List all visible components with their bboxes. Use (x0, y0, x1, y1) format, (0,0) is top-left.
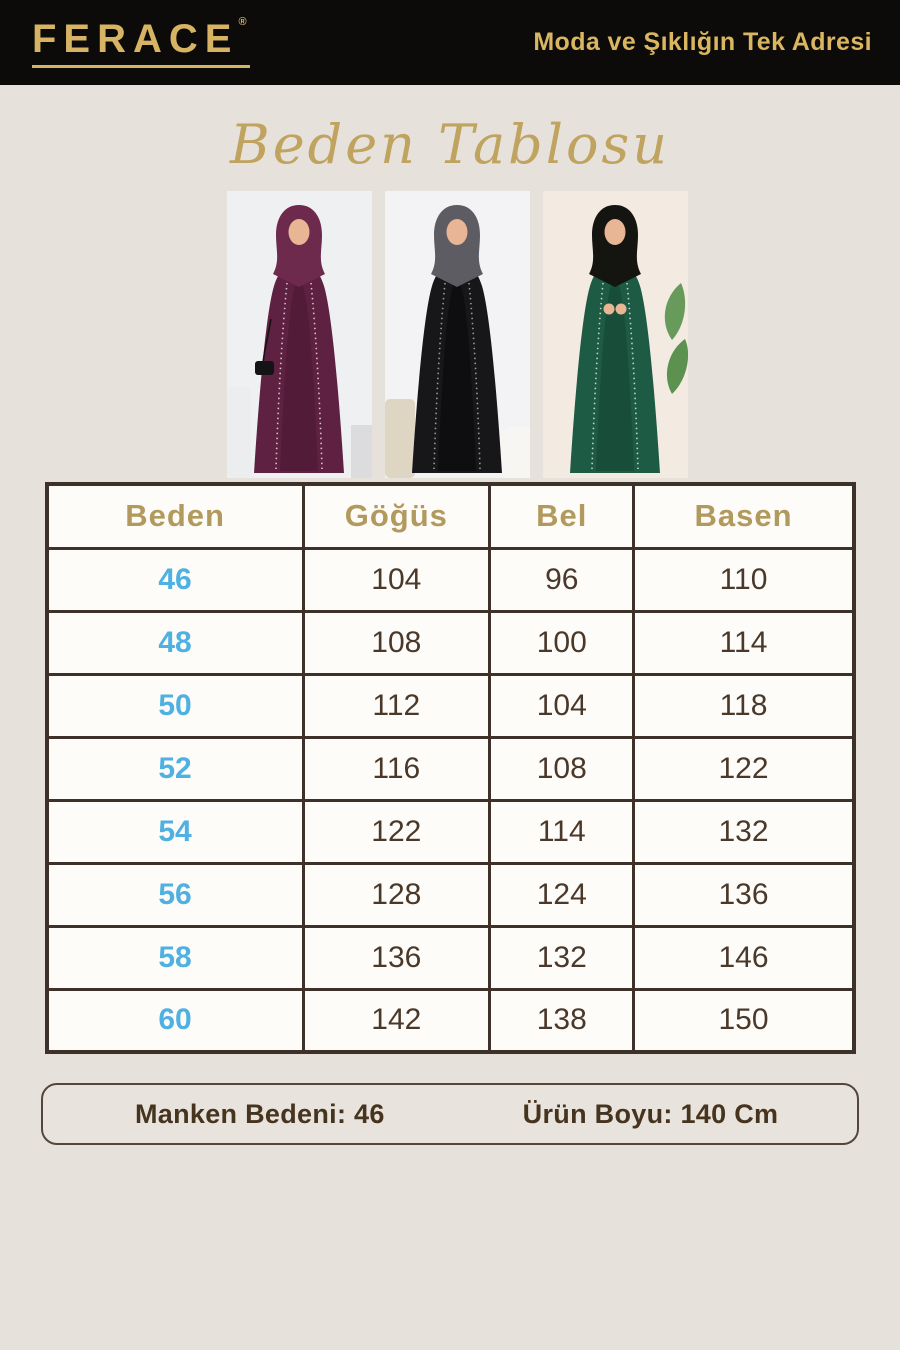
waist-value: 100 (488, 609, 636, 676)
chest-value: 108 (301, 609, 492, 676)
table-header-row: Beden Göğüs Bel Basen (45, 482, 855, 550)
hip-value: 132 (632, 798, 855, 865)
chest-value: 104 (301, 546, 492, 613)
waist-value: 96 (488, 546, 636, 613)
dress-center-panel (437, 279, 476, 471)
face (446, 219, 467, 245)
footer-info-bar: Manken Bedeni: 46 Ürün Boyu: 140 Cm (41, 1083, 859, 1145)
chest-value: 142 (301, 987, 492, 1054)
table-row: 48 108 100 114 (45, 609, 855, 676)
chest-value: 116 (301, 735, 492, 802)
hip-value: 146 (632, 924, 855, 991)
size-value: 48 (45, 609, 305, 676)
hand-left (603, 303, 614, 315)
chest-value: 122 (301, 798, 492, 865)
waist-value: 104 (488, 672, 636, 739)
product-length-text: Ürün Boyu: 140 Cm (522, 1098, 779, 1129)
size-value: 58 (45, 924, 305, 991)
brand-logo: FERACE® (32, 17, 250, 68)
page-title: Beden Tablosu (230, 113, 670, 176)
table-row: 58 136 132 146 (45, 924, 855, 991)
product-photo-black (384, 191, 530, 478)
waist-value: 108 (488, 735, 636, 802)
hip-value: 114 (632, 609, 855, 676)
size-value: 50 (45, 672, 305, 739)
handbag-strap (261, 318, 272, 364)
product-photos (7, 191, 900, 478)
plant-leaf-upper (664, 283, 685, 340)
hijab (272, 205, 325, 287)
handbag (254, 361, 274, 375)
product-photo-plum (226, 191, 372, 478)
brand-logo-text: FERACE (32, 17, 239, 61)
table-row: 56 128 124 136 (45, 861, 855, 928)
column-header-bel: Bel (488, 482, 636, 550)
table-row: 46 104 96 110 (45, 546, 855, 613)
hijab (588, 205, 641, 287)
chest-value: 112 (301, 672, 492, 739)
column-header-gogus: Göğüs (301, 482, 492, 550)
plant-leaf-lower (666, 339, 688, 394)
chair-prop (384, 399, 415, 478)
size-table: Beden Göğüs Bel Basen 46 104 96 110 48 1… (44, 482, 856, 1054)
waist-value: 114 (488, 798, 636, 865)
chest-value: 136 (301, 924, 492, 991)
dress-center-panel (595, 279, 634, 471)
brand-header: FERACE® Moda ve Şıklığın Tek Adresi (0, 0, 900, 85)
waist-value: 138 (488, 987, 636, 1054)
table-row: 54 122 114 132 (45, 798, 855, 865)
size-value: 54 (45, 798, 305, 865)
size-value: 52 (45, 735, 305, 802)
hand-right (615, 303, 626, 315)
waist-value: 124 (488, 861, 636, 928)
table-row: 50 112 104 118 (45, 672, 855, 739)
green-ferace-illustration (542, 191, 688, 478)
hip-value: 136 (632, 861, 855, 928)
registered-mark: ® (238, 16, 247, 28)
sofa-prop (226, 387, 251, 478)
size-value: 56 (45, 861, 305, 928)
table-row: 52 116 108 122 (45, 735, 855, 802)
hip-value: 150 (632, 987, 855, 1054)
chair-prop (350, 425, 372, 478)
hijab (430, 205, 483, 287)
size-value: 60 (45, 987, 305, 1054)
hip-value: 110 (632, 546, 855, 613)
waist-value: 132 (488, 924, 636, 991)
table-row: 60 142 138 150 (45, 987, 855, 1054)
dress-center-panel (279, 279, 318, 471)
face (604, 219, 625, 245)
brand-tagline: Moda ve Şıklığın Tek Adresi (533, 28, 872, 56)
column-header-basen: Basen (632, 482, 855, 550)
column-header-beden: Beden (45, 482, 305, 550)
plum-ferace-illustration (226, 191, 372, 478)
hip-value: 122 (632, 735, 855, 802)
model-size-text: Manken Bedeni: 46 (135, 1098, 385, 1129)
black-ferace-illustration (384, 191, 530, 478)
product-photo-green (542, 191, 688, 478)
size-value: 46 (45, 546, 305, 613)
face (288, 219, 309, 245)
chest-value: 128 (301, 861, 492, 928)
hip-value: 118 (632, 672, 855, 739)
